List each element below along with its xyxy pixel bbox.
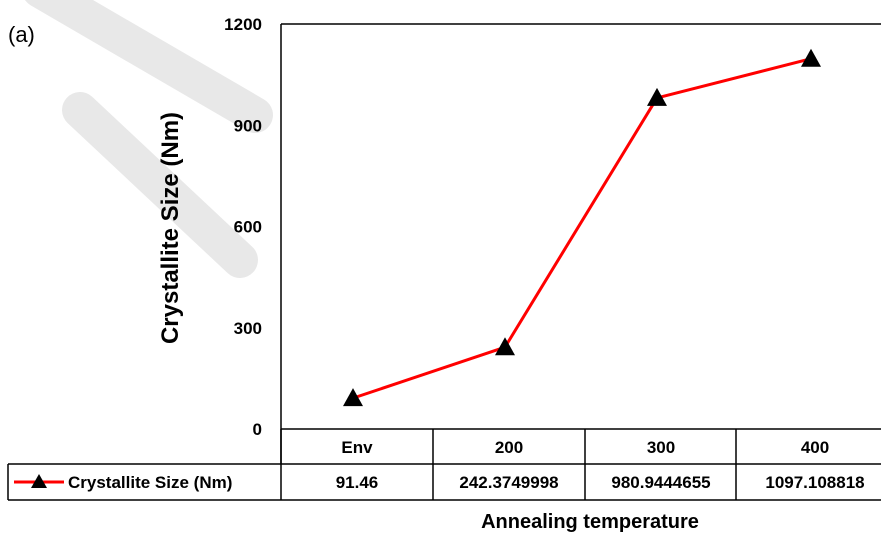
y-tick-label: 300 — [234, 319, 262, 338]
x-category-label: 200 — [495, 438, 523, 457]
table-series-name: Crystallite Size (Nm) — [68, 473, 232, 492]
series-line — [352, 57, 812, 400]
y-tick-label: 0 — [253, 420, 262, 439]
y-tick-label: 600 — [234, 218, 262, 237]
x-category-label: Env — [341, 438, 373, 457]
y-tick-labels: 0 300 600 900 1200 — [224, 15, 262, 439]
table-cells: Env 200 300 400 91.46 242.3749998 980.9444655 1… — [336, 438, 865, 492]
data-point-marker — [343, 388, 363, 407]
series-crystallite-size — [343, 48, 821, 407]
y-tick-label: 900 — [234, 116, 262, 135]
y-tick-label: 1200 — [224, 15, 262, 34]
table-legend-marker — [31, 474, 47, 488]
plot-frame — [280, 23, 881, 464]
table-value-cell: 1097.108818 — [765, 473, 864, 492]
x-axis-label: Annealing temperature — [481, 511, 699, 533]
data-point-marker — [801, 48, 821, 67]
table-value-cell: 980.9444655 — [611, 473, 710, 492]
x-category-label: 300 — [647, 438, 675, 457]
y-axis-label: Crystallite Size (Nm) — [157, 112, 184, 344]
data-table: Crystallite Size (Nm) — [7, 428, 881, 501]
table-value-cell: 91.46 — [336, 473, 379, 492]
data-point-marker — [647, 87, 667, 106]
x-category-label: 400 — [801, 438, 829, 457]
watermark — [25, 0, 273, 278]
table-value-cell: 242.3749998 — [459, 473, 558, 492]
panel-label: (a) — [8, 22, 35, 47]
data-point-marker — [495, 337, 515, 356]
